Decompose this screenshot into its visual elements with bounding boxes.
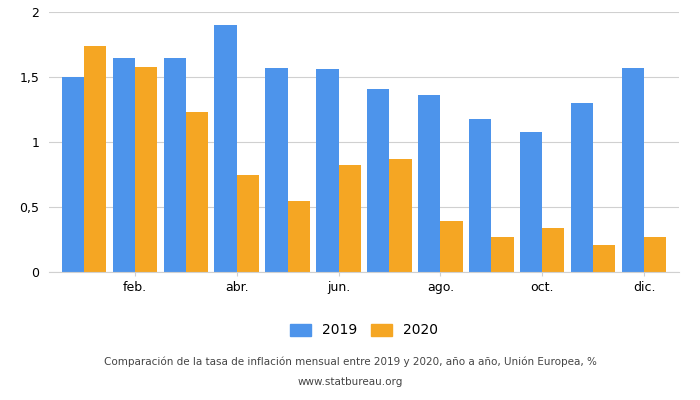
Bar (62, 77, 84, 272)
Bar (186, 112, 208, 272)
Bar (418, 95, 440, 272)
Bar (622, 68, 644, 272)
Bar (644, 237, 666, 272)
Bar (135, 66, 158, 272)
Bar (520, 132, 542, 272)
Bar (316, 69, 339, 272)
Bar (288, 200, 310, 272)
Bar (164, 58, 186, 272)
Text: www.statbureau.org: www.statbureau.org (298, 377, 402, 387)
Text: Comparación de la tasa de inflación mensual entre 2019 y 2020, año a año, Unión : Comparación de la tasa de inflación mens… (104, 357, 596, 367)
Bar (214, 25, 237, 272)
Bar (491, 237, 514, 272)
Bar (237, 174, 259, 272)
Bar (389, 159, 412, 272)
Legend: 2019, 2020: 2019, 2020 (284, 318, 444, 343)
Bar (113, 58, 135, 272)
Bar (368, 89, 389, 272)
Bar (84, 46, 106, 272)
Bar (593, 245, 615, 272)
Bar (570, 103, 593, 272)
Bar (339, 166, 361, 272)
Bar (440, 221, 463, 272)
Bar (469, 118, 491, 272)
Bar (542, 228, 564, 272)
Bar (265, 68, 288, 272)
